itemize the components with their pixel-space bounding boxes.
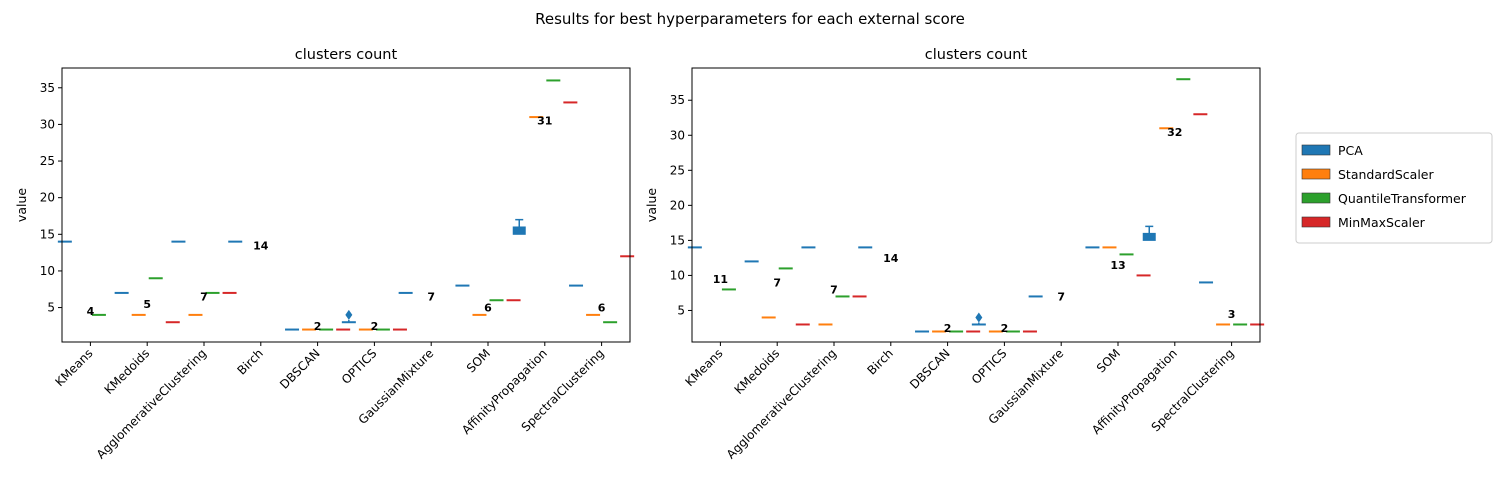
data-label: 2: [1001, 322, 1009, 335]
x-tick-label: Birch: [234, 346, 265, 377]
y-tick-label: 5: [677, 303, 685, 317]
y-tick-label: 20: [670, 198, 685, 212]
chart-panel-2: clusters count value 5 10 15 20 25 30 35 KMeans KM…: [644, 47, 1265, 462]
x-tick-label: KMedoids: [732, 346, 783, 397]
y-tick-label: 30: [670, 128, 685, 142]
legend-label: MinMaxScaler: [1338, 215, 1426, 230]
data-label: 2: [314, 320, 322, 333]
y-tick-label: 30: [40, 117, 55, 131]
x-tick-label: AgglomerativeClustering: [724, 346, 839, 461]
legend-swatch: [1301, 168, 1331, 180]
x-tick-label: KMeans: [683, 346, 726, 389]
plot-frame: [691, 67, 1261, 343]
y-tick-label: 25: [40, 154, 55, 168]
legend: PCA StandardScaler QuantileTransformer MinM…: [1295, 132, 1493, 244]
legend-label: PCA: [1338, 143, 1363, 158]
plot-frame: [61, 67, 631, 343]
legend-label: StandardScaler: [1338, 167, 1434, 182]
box-pca: [1142, 232, 1156, 241]
x-tick-label: KMeans: [53, 346, 96, 389]
data-label: 7: [830, 283, 838, 296]
data-label: 6: [598, 302, 606, 315]
x-tick-label: Birch: [864, 346, 895, 377]
outlier-marker: [345, 309, 353, 320]
y-tick-label: 15: [40, 227, 55, 241]
data-label: 2: [944, 322, 952, 335]
x-tick-label: SOM: [1094, 346, 1123, 375]
y-axis-label: value: [644, 188, 659, 222]
legend-swatch: [1301, 144, 1331, 156]
y-tick-label: 10: [40, 264, 55, 278]
data-label: 14: [883, 252, 899, 265]
x-tick-label: OPTICS: [339, 346, 380, 387]
data-label: 7: [427, 291, 435, 304]
y-tick-label: 15: [670, 233, 685, 247]
legend-label: QuantileTransformer: [1338, 191, 1467, 206]
y-tick-label: 25: [670, 163, 685, 177]
y-tick-label: 35: [670, 93, 685, 107]
y-tick-label: 35: [40, 81, 55, 95]
chart-title: clusters count: [925, 47, 1028, 63]
data-label: 3: [1228, 308, 1236, 321]
data-label: 4: [87, 305, 95, 318]
data-label: 6: [484, 302, 492, 315]
data-label: 2: [371, 320, 379, 333]
x-tick-label: SOM: [464, 346, 493, 375]
data-label: 13: [1110, 259, 1125, 272]
x-tick-label: KMedoids: [102, 346, 153, 397]
y-axis-label: value: [14, 188, 29, 222]
x-tick-label: OPTICS: [969, 346, 1010, 387]
chart-title: clusters count: [295, 47, 398, 63]
box-pca: [512, 226, 526, 235]
data-label: 32: [1167, 126, 1182, 139]
data-label: 14: [253, 239, 269, 252]
x-tick-label: DBSCAN: [277, 346, 323, 392]
legend-swatch: [1301, 192, 1331, 204]
x-tick-label: AgglomerativeClustering: [94, 346, 209, 461]
y-tick-label: 5: [47, 301, 55, 315]
data-label: 11: [713, 273, 728, 286]
y-tick-label: 20: [40, 191, 55, 205]
data-label: 7: [1057, 290, 1065, 303]
data-label: 5: [143, 298, 151, 311]
outlier-marker: [975, 312, 983, 323]
legend-swatch: [1301, 216, 1331, 228]
data-label: 31: [537, 115, 552, 128]
data-label: 7: [773, 276, 781, 289]
figure-suptitle: Results for best hyperparameters for eac…: [535, 10, 965, 28]
legend-frame: [1295, 132, 1493, 244]
data-label: 7: [200, 291, 208, 304]
x-tick-label: DBSCAN: [907, 346, 953, 392]
y-tick-label: 10: [670, 268, 685, 282]
